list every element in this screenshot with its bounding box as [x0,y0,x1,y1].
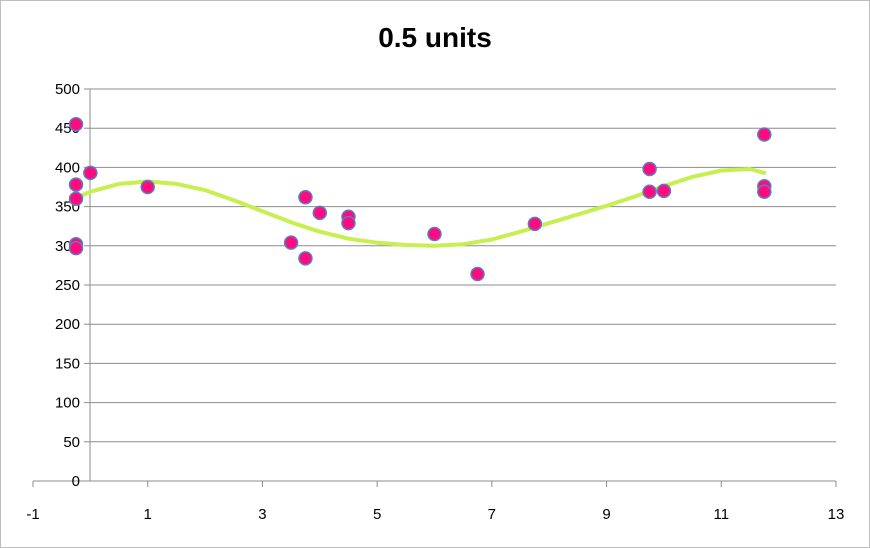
trendline-group [74,167,767,248]
x-tick-labels: -1 1 3 5 7 9 11 13 [26,506,844,523]
data-point [140,179,155,195]
y-tick-label: 200 [55,316,80,333]
y-tick-label: 500 [55,81,80,98]
x-tick-label: 9 [602,506,610,523]
data-point [642,161,657,177]
y-tick-label: 50 [63,434,80,451]
x-tick-label: 3 [258,506,266,523]
axes [32,88,837,487]
data-point [298,189,313,205]
data-point [68,191,84,207]
y-tick-label: 250 [55,277,80,294]
data-point [427,226,442,242]
y-tick-label: 0 [72,473,80,490]
data-point [757,184,772,199]
data-point [83,165,98,181]
data-point [757,127,772,142]
data-point [68,177,84,192]
y-tick-label: 400 [55,159,80,176]
x-tick-label: 7 [488,506,496,523]
x-tick-label: 5 [373,506,381,523]
data-point [527,216,543,232]
data-point [642,184,657,199]
chart-title: 0.5 units [378,22,492,53]
gridlines [90,88,836,443]
y-tick-label: 150 [55,355,80,372]
x-tick-label: -1 [26,506,39,523]
data-point [68,117,84,132]
x-tick-label: 1 [144,506,152,523]
data-point [298,251,313,266]
data-point [470,266,485,282]
trendline [74,167,767,248]
x-tick-label: 13 [828,506,845,523]
y-tick-label: 100 [55,395,80,412]
data-point [68,240,84,256]
data-point [341,215,356,231]
data-point [656,183,672,199]
data-point [283,235,299,250]
x-tick-label: 11 [713,506,729,523]
data-point [312,205,328,221]
data-points [68,117,772,282]
